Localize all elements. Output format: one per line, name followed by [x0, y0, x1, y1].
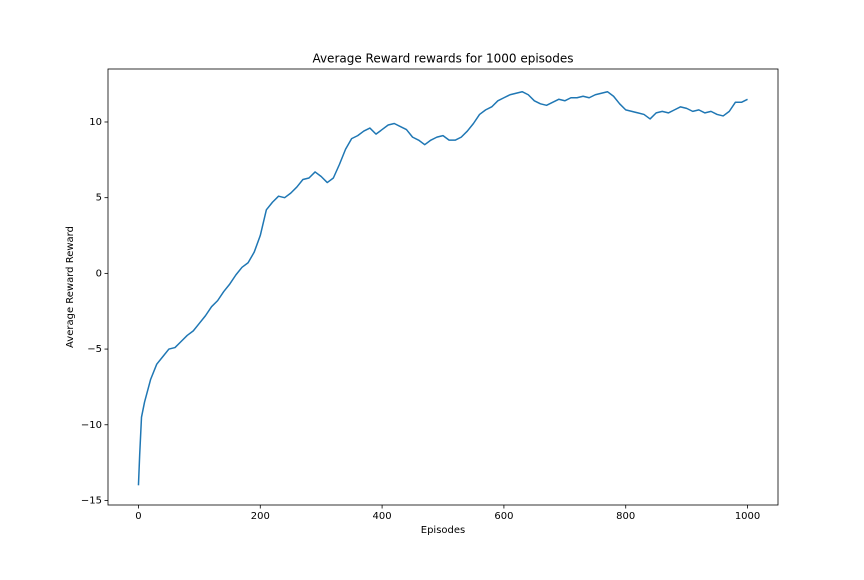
x-tick-label: 600 — [494, 511, 513, 522]
x-tick-label: 400 — [373, 511, 392, 522]
x-axis-label: Episodes — [421, 525, 465, 536]
x-tick-label: 0 — [135, 511, 141, 522]
x-tick-label: 800 — [616, 511, 635, 522]
data-line — [137, 90, 748, 486]
y-tick-label: 10 — [89, 117, 102, 128]
y-axis-label: Average Reward Reward — [65, 226, 76, 348]
y-tick-label: −10 — [81, 420, 102, 431]
y-tick-label: 0 — [96, 268, 102, 279]
y-tick-label: 5 — [96, 193, 102, 204]
chart-title: Average Reward rewards for 1000 episodes — [312, 52, 573, 66]
axes-frame — [107, 68, 779, 506]
y-tick-label: −15 — [81, 495, 102, 506]
x-tick-label: 1000 — [735, 511, 760, 522]
x-tick-label: 200 — [251, 511, 270, 522]
y-tick-label: −5 — [87, 344, 102, 355]
